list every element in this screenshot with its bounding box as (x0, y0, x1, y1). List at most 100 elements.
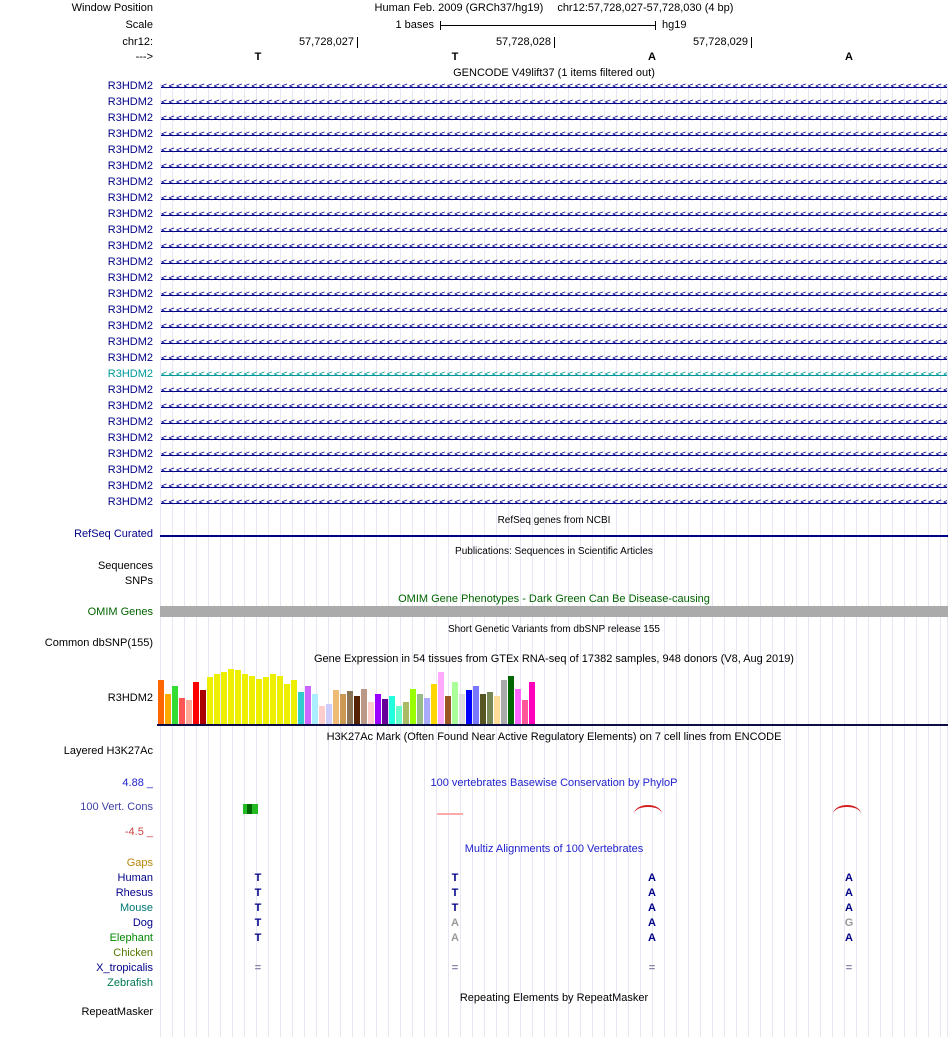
gtex-tissue-bar[interactable] (361, 689, 367, 724)
gencode-gene-arrows[interactable]: <<<<<<<<<<<<<<<<<<<<<<<<<<<<<<<<<<<<<<<<… (161, 352, 947, 366)
gtex-tissue-bar[interactable] (340, 694, 346, 724)
gtex-tissue-bar[interactable] (424, 698, 430, 724)
gtex-tissue-bar[interactable] (487, 692, 493, 724)
dbsnp-track-title[interactable]: Short Genetic Variants from dbSNP releas… (448, 624, 660, 635)
gtex-tissue-bar[interactable] (312, 694, 318, 724)
gtex-tissue-bar[interactable] (438, 672, 444, 724)
gencode-gene-arrows[interactable]: <<<<<<<<<<<<<<<<<<<<<<<<<<<<<<<<<<<<<<<<… (161, 160, 947, 174)
gencode-gene-arrows[interactable]: <<<<<<<<<<<<<<<<<<<<<<<<<<<<<<<<<<<<<<<<… (161, 464, 947, 478)
species-label-dog[interactable]: Dog (132, 917, 153, 929)
species-label-zebrafish[interactable]: Zebrafish (107, 977, 153, 989)
gencode-gene-arrows[interactable]: <<<<<<<<<<<<<<<<<<<<<<<<<<<<<<<<<<<<<<<<… (161, 144, 947, 158)
gtex-tissue-bar[interactable] (396, 706, 402, 724)
gtex-tissue-bar[interactable] (410, 689, 416, 724)
gencode-gene-label[interactable]: R3HDM2 (107, 240, 153, 252)
species-label-x-tropicalis[interactable]: X_tropicalis (96, 962, 153, 974)
gtex-tissue-bar[interactable] (221, 672, 227, 724)
species-label-chicken[interactable]: Chicken (113, 947, 153, 959)
gencode-gene-arrows[interactable]: <<<<<<<<<<<<<<<<<<<<<<<<<<<<<<<<<<<<<<<<… (161, 336, 947, 350)
gencode-gene-label[interactable]: R3HDM2 (107, 320, 153, 332)
gtex-tissue-bar[interactable] (186, 700, 192, 724)
gencode-gene-label[interactable]: R3HDM2 (107, 144, 153, 156)
gtex-tissue-bar[interactable] (431, 684, 437, 724)
gencode-gene-label[interactable]: R3HDM2 (107, 336, 153, 348)
gencode-gene-label[interactable]: R3HDM2 (107, 176, 153, 188)
gencode-gene-arrows[interactable]: <<<<<<<<<<<<<<<<<<<<<<<<<<<<<<<<<<<<<<<<… (161, 400, 947, 414)
gencode-gene-arrows[interactable]: <<<<<<<<<<<<<<<<<<<<<<<<<<<<<<<<<<<<<<<<… (161, 192, 947, 206)
gtex-tissue-bar[interactable] (508, 676, 514, 724)
gencode-gene-label[interactable]: R3HDM2 (107, 96, 153, 108)
gencode-gene-label[interactable]: R3HDM2 (107, 448, 153, 460)
gencode-gene-arrows[interactable]: <<<<<<<<<<<<<<<<<<<<<<<<<<<<<<<<<<<<<<<<… (161, 80, 947, 94)
gtex-tissue-bar[interactable] (403, 702, 409, 724)
gtex-tissue-bar[interactable] (494, 696, 500, 724)
gtex-tissue-bar[interactable] (417, 694, 423, 724)
gtex-tissue-bar[interactable] (354, 696, 360, 724)
gencode-gene-label[interactable]: R3HDM2 (107, 288, 153, 300)
gencode-gene-arrows[interactable]: <<<<<<<<<<<<<<<<<<<<<<<<<<<<<<<<<<<<<<<<… (161, 416, 947, 430)
gencode-gene-arrows[interactable]: <<<<<<<<<<<<<<<<<<<<<<<<<<<<<<<<<<<<<<<<… (161, 320, 947, 334)
gtex-tissue-bar[interactable] (228, 669, 234, 724)
gencode-gene-label[interactable]: R3HDM2 (107, 192, 153, 204)
gencode-gene-arrows[interactable]: <<<<<<<<<<<<<<<<<<<<<<<<<<<<<<<<<<<<<<<<… (161, 176, 947, 190)
gtex-tissue-bar[interactable] (452, 682, 458, 724)
species-label-mouse[interactable]: Mouse (119, 902, 153, 914)
gencode-gene-arrows[interactable]: <<<<<<<<<<<<<<<<<<<<<<<<<<<<<<<<<<<<<<<<… (161, 288, 947, 302)
gtex-tissue-bar[interactable] (522, 700, 528, 724)
gtex-tissue-bar[interactable] (382, 699, 388, 724)
gtex-tissue-bar[interactable] (284, 684, 290, 724)
h3k27ac-track-title[interactable]: H3K27Ac Mark (Often Found Near Active Re… (326, 731, 782, 743)
gtex-tissue-bar[interactable] (347, 691, 353, 724)
h3k27ac-label[interactable]: Layered H3K27Ac (63, 745, 153, 757)
gtex-tissue-bar[interactable] (263, 677, 269, 724)
gencode-gene-label[interactable]: R3HDM2 (107, 464, 153, 476)
gencode-gene-arrows[interactable]: <<<<<<<<<<<<<<<<<<<<<<<<<<<<<<<<<<<<<<<<… (161, 128, 947, 142)
gtex-tissue-bar[interactable] (291, 680, 297, 724)
refseq-curated-label[interactable]: RefSeq Curated (74, 528, 153, 540)
species-label-rhesus[interactable]: Rhesus (115, 887, 153, 899)
gencode-gene-label[interactable]: R3HDM2 (107, 496, 153, 508)
gencode-gene-label[interactable]: R3HDM2 (107, 384, 153, 396)
gencode-gene-label[interactable]: R3HDM2 (107, 80, 153, 92)
gtex-tissue-bar[interactable] (179, 698, 185, 724)
gtex-tissue-bar[interactable] (242, 674, 248, 724)
gtex-tissue-bar[interactable] (368, 702, 374, 724)
gencode-gene-arrows[interactable]: <<<<<<<<<<<<<<<<<<<<<<<<<<<<<<<<<<<<<<<<… (161, 112, 947, 126)
gtex-gene-label[interactable]: R3HDM2 (107, 692, 153, 704)
gencode-gene-label[interactable]: R3HDM2 (107, 112, 153, 124)
gencode-gene-arrows[interactable]: <<<<<<<<<<<<<<<<<<<<<<<<<<<<<<<<<<<<<<<<… (161, 480, 947, 494)
gtex-tissue-bar[interactable] (200, 690, 206, 724)
gtex-expression-chart[interactable] (158, 668, 538, 724)
gencode-gene-label[interactable]: R3HDM2 (107, 480, 153, 492)
omim-genes-label[interactable]: OMIM Genes (87, 606, 153, 618)
refseq-curated-item[interactable] (160, 535, 948, 537)
gencode-gene-arrows[interactable]: <<<<<<<<<<<<<<<<<<<<<<<<<<<<<<<<<<<<<<<<… (161, 432, 947, 446)
phylop-track-title[interactable]: 100 vertebrates Basewise Conservation by… (430, 777, 678, 789)
gencode-gene-label[interactable]: R3HDM2 (107, 432, 153, 444)
gencode-gene-arrows[interactable]: <<<<<<<<<<<<<<<<<<<<<<<<<<<<<<<<<<<<<<<<… (161, 496, 947, 510)
species-label-human[interactable]: Human (117, 872, 153, 884)
gtex-tissue-bar[interactable] (375, 694, 381, 724)
gencode-gene-arrows[interactable]: <<<<<<<<<<<<<<<<<<<<<<<<<<<<<<<<<<<<<<<<… (161, 448, 947, 462)
gtex-tissue-bar[interactable] (193, 682, 199, 724)
gencode-gene-arrows[interactable]: <<<<<<<<<<<<<<<<<<<<<<<<<<<<<<<<<<<<<<<<… (161, 224, 947, 238)
gencode-gene-label[interactable]: R3HDM2 (107, 400, 153, 412)
gencode-track-title[interactable]: GENCODE V49lift37 (1 items filtered out) (453, 67, 655, 79)
gtex-tissue-bar[interactable] (298, 692, 304, 724)
gtex-tissue-bar[interactable] (473, 686, 479, 724)
omim-track-title[interactable]: OMIM Gene Phenotypes - Dark Green Can Be… (398, 593, 710, 605)
gtex-tissue-bar[interactable] (214, 674, 220, 724)
gtex-tissue-bar[interactable] (501, 680, 507, 724)
omim-gene-item[interactable] (160, 606, 948, 617)
gencode-gene-label[interactable]: R3HDM2 (107, 304, 153, 316)
gtex-tissue-bar[interactable] (529, 682, 535, 724)
gencode-gene-label[interactable]: R3HDM2 (107, 208, 153, 220)
repeatmasker-label[interactable]: RepeatMasker (81, 1006, 153, 1018)
gtex-tissue-bar[interactable] (172, 686, 178, 724)
gencode-gene-label[interactable]: R3HDM2 (107, 224, 153, 236)
phylop-track-label[interactable]: 100 Vert. Cons (80, 801, 153, 813)
repeatmasker-track-title[interactable]: Repeating Elements by RepeatMasker (459, 992, 649, 1004)
gencode-gene-label[interactable]: R3HDM2 (107, 416, 153, 428)
gtex-track-title[interactable]: Gene Expression in 54 tissues from GTEx … (314, 653, 794, 665)
gencode-gene-label[interactable]: R3HDM2 (107, 272, 153, 284)
